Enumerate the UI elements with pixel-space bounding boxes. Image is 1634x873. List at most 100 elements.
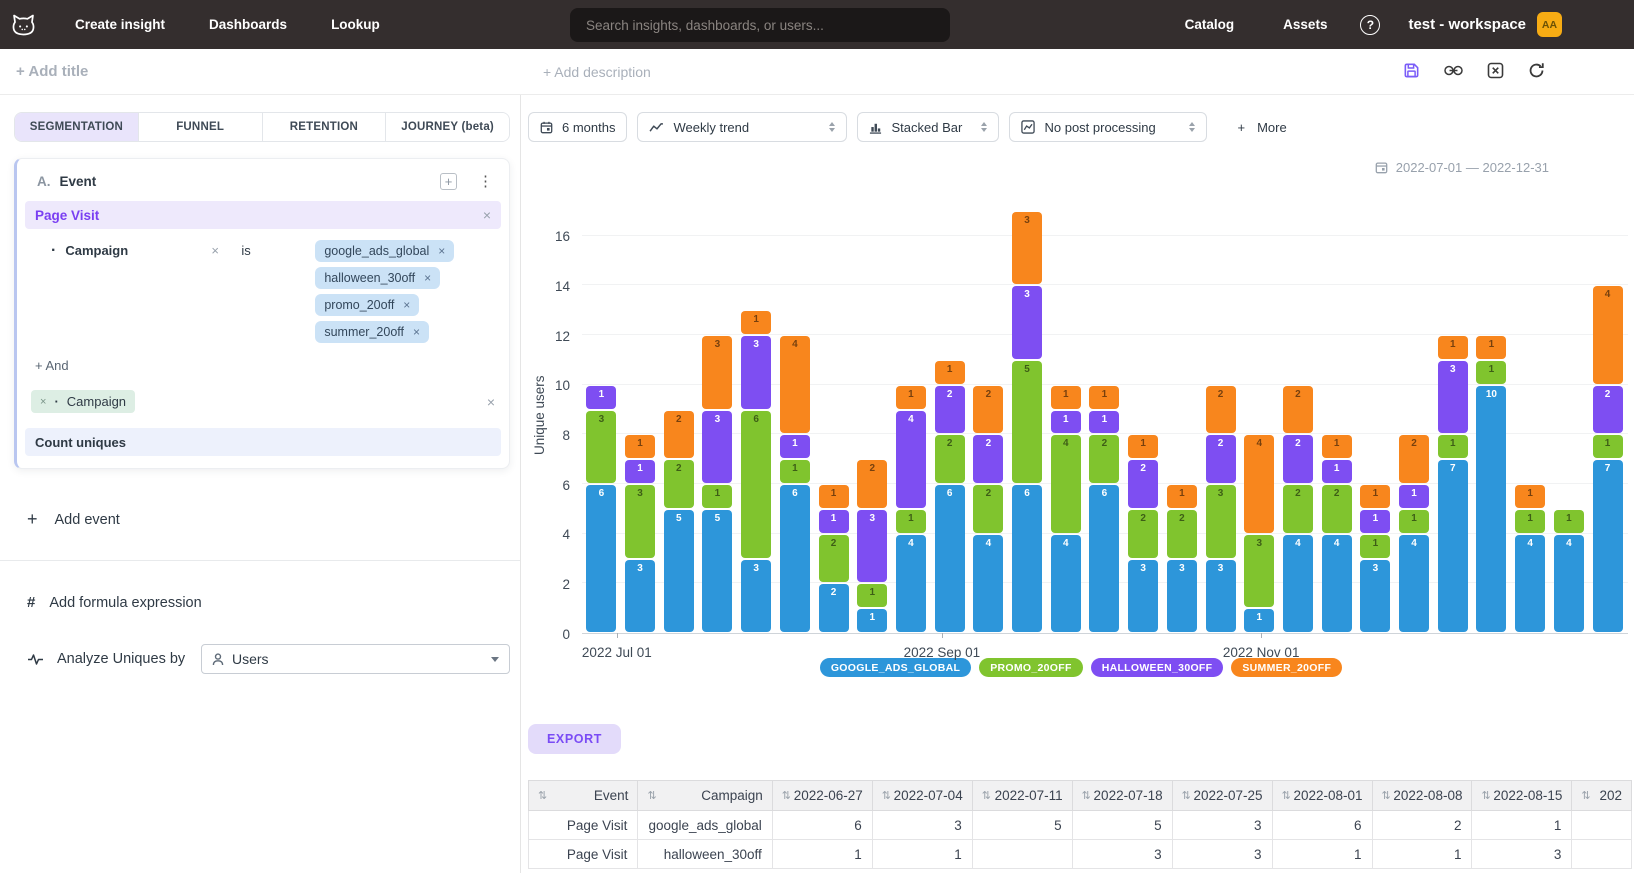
bar-segment[interactable]: 2 (664, 460, 694, 508)
add-and-condition[interactable]: + And (35, 358, 509, 373)
bar-segment[interactable]: 1 (741, 311, 771, 334)
legend-pill[interactable]: PROMO_20OFF (979, 658, 1082, 677)
analyze-by-select[interactable]: Users (201, 644, 510, 674)
bar-segment[interactable]: 6 (780, 485, 810, 632)
bar-segment[interactable]: 6 (741, 411, 771, 558)
filter-value-chip[interactable]: promo_20off× (315, 294, 419, 316)
bar-segment[interactable]: 6 (1012, 485, 1042, 632)
bar-segment[interactable]: 4 (1283, 535, 1313, 632)
add-filter-icon[interactable]: + (440, 173, 457, 190)
bar-segment[interactable]: 4 (1051, 535, 1081, 632)
refresh-icon[interactable] (1528, 62, 1545, 79)
sort-icon[interactable]: ⇅ (1581, 789, 1590, 802)
bar-segment[interactable]: 5 (664, 510, 694, 632)
bar-segment[interactable]: 4 (1244, 435, 1274, 532)
bar-segment[interactable]: 3 (702, 336, 732, 408)
bar-segment[interactable]: 4 (896, 411, 926, 508)
remove-event-icon[interactable]: × (483, 207, 491, 223)
bar-segment[interactable]: 3 (625, 560, 655, 632)
bar-segment[interactable]: 1 (896, 386, 926, 409)
sort-icon[interactable]: ⇅ (1182, 789, 1191, 802)
bar-segment[interactable]: 2 (935, 435, 965, 483)
bar-segment[interactable]: 3 (857, 510, 887, 582)
bar-segment[interactable]: 3 (741, 336, 771, 408)
add-formula-button[interactable]: # Add formula expression (27, 594, 510, 611)
bar-segment[interactable]: 3 (1438, 361, 1468, 433)
bar-segment[interactable]: 1 (625, 460, 655, 483)
bar-segment[interactable]: 1 (1476, 336, 1506, 359)
bar-segment[interactable]: 2 (1283, 435, 1313, 483)
table-header-cell[interactable]: ⇅Event (529, 781, 638, 811)
bar-segment[interactable]: 4 (1051, 435, 1081, 532)
bar-segment[interactable]: 3 (1244, 535, 1274, 607)
tab-retention[interactable]: RETENTION (263, 113, 387, 141)
remove-value-icon[interactable]: × (424, 271, 431, 285)
remove-breakdown-icon[interactable]: × (40, 396, 46, 408)
bar-segment[interactable]: 6 (1089, 485, 1119, 632)
nav-link-catalog[interactable]: Catalog (1185, 17, 1235, 32)
bar-segment[interactable]: 2 (1206, 386, 1236, 434)
table-header-cell[interactable]: ⇅202 (1572, 781, 1632, 811)
bar-segment[interactable]: 5 (702, 510, 732, 632)
selected-event-row[interactable]: Page Visit × (25, 201, 501, 229)
breakdown-chip[interactable]: × · Campaign (31, 390, 135, 413)
bar-segment[interactable]: 4 (973, 535, 1003, 632)
save-icon[interactable] (1403, 62, 1420, 79)
bar-segment[interactable]: 1 (935, 361, 965, 384)
more-options-icon[interactable]: ⋮ (478, 172, 493, 190)
bar-segment[interactable]: 4 (1515, 535, 1545, 632)
bar-segment[interactable]: 2 (1593, 386, 1623, 434)
bar-segment[interactable]: 1 (1593, 435, 1623, 458)
bar-segment[interactable]: 1 (1244, 609, 1274, 632)
bar-segment[interactable]: 3 (741, 560, 771, 632)
table-header-cell[interactable]: ⇅2022-07-04 (872, 781, 972, 811)
sort-icon[interactable]: ⇅ (1481, 789, 1490, 802)
bar-segment[interactable]: 1 (1515, 510, 1545, 533)
post-processing-select[interactable]: No post processing (1009, 112, 1207, 142)
bar-segment[interactable]: 4 (1322, 535, 1352, 632)
avatar[interactable]: AA (1537, 12, 1562, 37)
bar-segment[interactable]: 3 (1012, 212, 1042, 284)
table-header-cell[interactable]: ⇅2022-07-18 (1072, 781, 1172, 811)
bar-segment[interactable]: 3 (586, 411, 616, 483)
legend-pill[interactable]: GOOGLE_ADS_GLOBAL (820, 658, 971, 677)
bar-segment[interactable]: 3 (1128, 560, 1158, 632)
bar-segment[interactable]: 1 (780, 435, 810, 458)
more-button[interactable]: + More (1237, 120, 1286, 135)
bar-segment[interactable]: 1 (1322, 435, 1352, 458)
nav-link-lookup[interactable]: Lookup (331, 17, 380, 32)
bar-segment[interactable]: 2 (1167, 510, 1197, 558)
add-title-button[interactable]: + Add title (16, 63, 88, 80)
bar-segment[interactable]: 4 (1554, 535, 1584, 632)
filter-value-chip[interactable]: halloween_30off× (315, 267, 440, 289)
app-logo-cat-icon[interactable] (10, 12, 37, 38)
bar-segment[interactable]: 2 (819, 584, 849, 632)
sort-icon[interactable]: ⇅ (1082, 789, 1091, 802)
remove-value-icon[interactable]: × (413, 325, 420, 339)
trend-select[interactable]: Weekly trend (637, 112, 847, 142)
table-header-cell[interactable]: ⇅2022-06-27 (772, 781, 872, 811)
bar-segment[interactable]: 4 (1593, 286, 1623, 383)
bar-segment[interactable]: 2 (1128, 460, 1158, 508)
tab-journey[interactable]: JOURNEY (beta) (386, 113, 509, 141)
bar-segment[interactable]: 10 (1476, 386, 1506, 632)
remove-filter-icon[interactable]: × (211, 240, 241, 262)
sort-icon[interactable]: ⇅ (538, 789, 547, 802)
aggregation-label[interactable]: Count uniques (35, 435, 126, 450)
bar-segment[interactable]: 1 (780, 460, 810, 483)
bar-segment[interactable]: 1 (857, 584, 887, 607)
sort-icon[interactable]: ⇅ (1282, 789, 1291, 802)
sort-icon[interactable]: ⇅ (1382, 789, 1391, 802)
bar-segment[interactable]: 4 (896, 535, 926, 632)
remove-breakdown-row-icon[interactable]: × (487, 394, 495, 410)
bar-segment[interactable]: 2 (1283, 485, 1313, 533)
bar-segment[interactable]: 1 (1051, 411, 1081, 434)
bar-segment[interactable]: 2 (935, 386, 965, 434)
sort-icon[interactable]: ⇅ (982, 789, 991, 802)
bar-segment[interactable]: 2 (664, 411, 694, 459)
bar-segment[interactable]: 2 (1322, 485, 1352, 533)
bar-segment[interactable]: 2 (973, 386, 1003, 434)
bar-segment[interactable]: 1 (1438, 336, 1468, 359)
bar-segment[interactable]: 2 (1399, 435, 1429, 483)
table-header-cell[interactable]: ⇅2022-07-11 (972, 781, 1072, 811)
